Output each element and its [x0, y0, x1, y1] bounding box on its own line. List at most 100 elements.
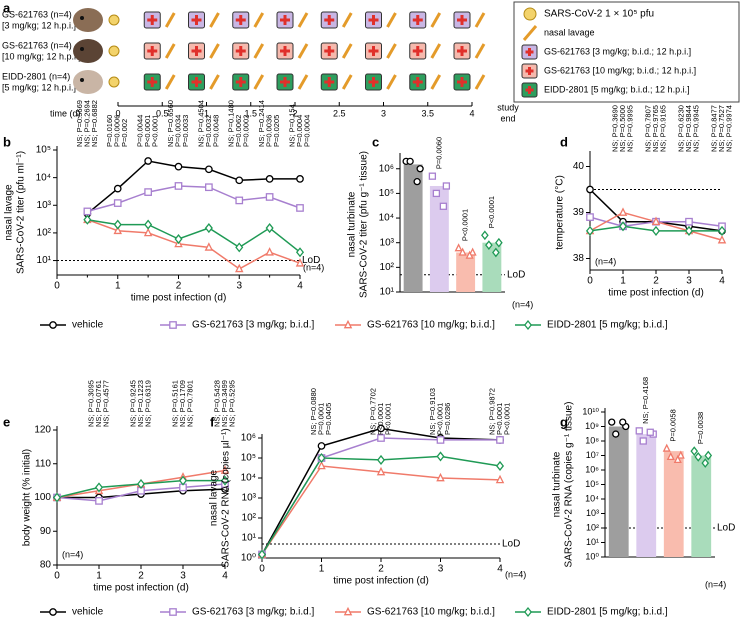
data-point [95, 497, 103, 505]
note: (n=4) [62, 549, 83, 559]
p-value: P=0.002 [120, 119, 129, 147]
data-point [666, 451, 675, 461]
data-point [690, 446, 699, 456]
series-line [87, 185, 301, 213]
x-tick-label: 3 [438, 564, 444, 575]
data-point [651, 216, 661, 226]
p-value: NS; P=0.1709 [178, 380, 187, 427]
p-value: NS; P=0.7527 [717, 105, 726, 152]
y-tick-label: 10³ [380, 237, 395, 248]
p-value: P<0.0001 [383, 403, 392, 435]
data-point [651, 225, 661, 236]
p-value: NS; P=0.7702 [368, 388, 377, 435]
x-tick-label: 2 [176, 281, 182, 292]
data-point [295, 247, 305, 258]
group-dose: [3 mg/kg; 12 h.p.i.] [2, 20, 76, 30]
drug-cross [525, 69, 534, 73]
panel-label: g [560, 414, 568, 429]
y-tick-label: 10⁴ [36, 172, 51, 183]
x-tick-label: 4 [719, 276, 725, 287]
legend-marker [169, 608, 177, 616]
data-point [673, 454, 682, 464]
p-value: NS; P=0.7801 [185, 380, 194, 427]
data-point [619, 418, 627, 426]
y-tick-label: 10⁵ [36, 145, 51, 156]
p-value: P<0.0001 [487, 196, 496, 228]
y-tick-label: 10⁶ [379, 163, 394, 174]
legend-text: GS-621763 [3 mg/kg; b.i.d.] [192, 320, 315, 331]
lavage-icon [386, 43, 397, 59]
lavage-icon [341, 74, 353, 90]
legend-text: GS-621763 [10 mg/kg; b.i.d.] [367, 320, 495, 331]
y-tick-label: 10⁶ [585, 464, 599, 474]
note: (n=4) [505, 569, 526, 579]
x-tick-label: 4 [497, 564, 503, 575]
data-point [586, 213, 594, 221]
data-point [685, 217, 693, 226]
drug-cross [324, 80, 335, 84]
y-tick-label: 10² [37, 228, 52, 239]
data-point [646, 428, 654, 436]
y-axis-label: temperature (°C) [555, 175, 566, 250]
drug-cross [457, 49, 467, 53]
data-point [257, 549, 267, 560]
legend-text: GS-621763 [3 mg/kg; b.i.d.; 12 h.p.i.] [544, 46, 691, 56]
p-value: NS; P=0.9974 [724, 105, 733, 152]
data-point [144, 219, 153, 230]
note: (n=4) [705, 579, 726, 589]
data-point [113, 184, 122, 193]
virus-icon [523, 7, 537, 21]
p-value: NS; P=0.4577 [101, 380, 110, 427]
data-point [618, 207, 628, 216]
bar [482, 242, 502, 292]
time-tick-label: 0.5 [156, 108, 169, 118]
series-line [86, 160, 300, 215]
p-value: NS; P=0.6319 [143, 380, 152, 427]
time-tick-label: 1 [204, 108, 209, 118]
data-point [83, 214, 92, 225]
data-point [496, 436, 504, 444]
y-tick-label: 10³ [37, 200, 52, 211]
drug-cross [324, 49, 335, 53]
p-value: P=0.0034 [173, 115, 182, 147]
data-point [608, 418, 616, 426]
data-point [495, 460, 505, 471]
data-point [174, 162, 183, 171]
drug-cross [147, 80, 158, 84]
y-tick-label: 110 [35, 458, 51, 469]
bar [608, 426, 629, 557]
legend-marker [49, 608, 57, 616]
y-tick-label: 10⁴ [241, 473, 256, 484]
p-value: P=0.0004 [302, 115, 311, 147]
y-tick-label: 10⁰ [241, 553, 256, 564]
drug-cross [368, 18, 379, 22]
bar [663, 451, 684, 557]
y-tick-label: 40 [573, 161, 585, 172]
y-tick-label: 10¹ [380, 287, 395, 298]
p-value: P<0.0001 [461, 209, 470, 241]
drug-cross [280, 49, 290, 53]
panel-label: a [3, 0, 11, 15]
group-name: GS-621763 (n=4) [2, 9, 72, 19]
ferret-eye [80, 47, 84, 51]
data-point [428, 172, 437, 180]
lavage-icon [474, 43, 486, 59]
y-axis-label: nasal lavage [209, 469, 220, 526]
p-value: P<0.0001 [151, 115, 160, 147]
panel-label: f [210, 414, 215, 429]
series-line [87, 218, 301, 253]
data-point [265, 223, 274, 234]
data-point [235, 176, 244, 185]
data-point [465, 250, 474, 259]
p-value: NS; P=0.9844 [684, 105, 693, 152]
y-tick-label: 10⁰ [585, 551, 599, 561]
x-tick-label: 4 [297, 281, 303, 292]
drug-cross [368, 49, 379, 53]
data-point [143, 227, 153, 237]
y-tick-label: 10¹ [586, 537, 599, 547]
data-point [178, 475, 188, 486]
p-value: P=0.0032 [204, 115, 213, 147]
p-value: P=0.0001 [316, 403, 325, 435]
data-point [485, 240, 493, 250]
lavage-icon [209, 74, 220, 90]
